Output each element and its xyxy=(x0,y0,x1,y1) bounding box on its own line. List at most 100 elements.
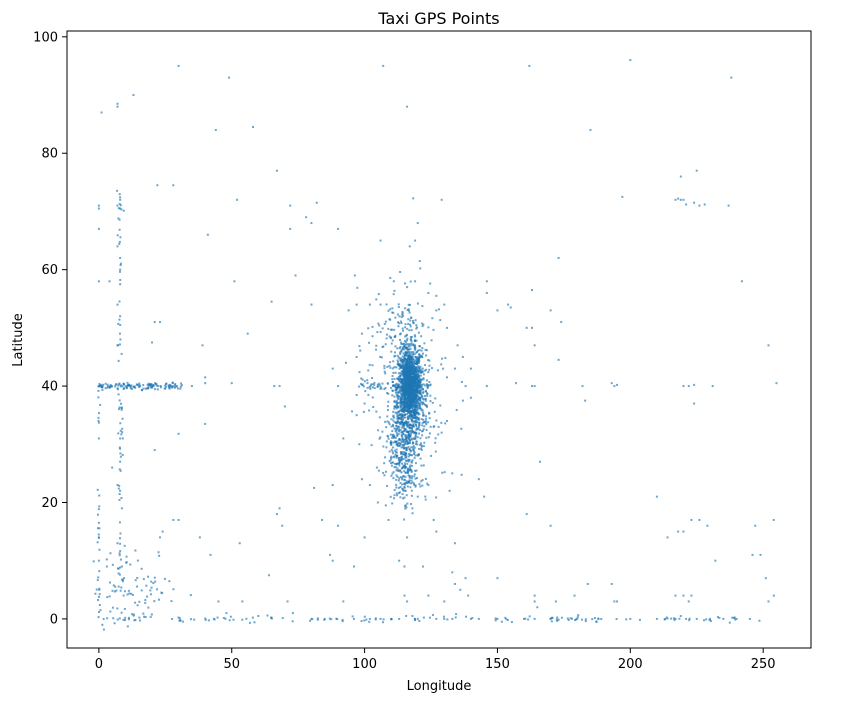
data-point xyxy=(391,436,394,439)
data-point xyxy=(410,404,413,407)
data-point xyxy=(591,618,594,621)
data-point xyxy=(396,395,399,398)
data-point xyxy=(533,344,536,347)
data-point xyxy=(393,289,396,292)
data-point xyxy=(109,552,112,555)
data-point xyxy=(418,619,421,622)
data-point xyxy=(368,341,371,344)
data-point xyxy=(581,618,583,621)
data-point xyxy=(389,433,392,436)
data-point xyxy=(400,409,403,412)
data-point xyxy=(170,600,173,603)
data-point xyxy=(412,351,415,353)
data-point xyxy=(386,405,389,408)
data-point xyxy=(390,455,393,458)
data-point xyxy=(405,397,408,400)
data-point xyxy=(410,406,413,409)
data-point xyxy=(405,394,408,397)
data-point xyxy=(123,607,126,610)
data-point xyxy=(365,618,368,621)
data-point xyxy=(118,343,121,346)
data-point xyxy=(407,438,410,441)
data-point xyxy=(414,436,417,439)
data-point xyxy=(142,612,145,615)
data-point xyxy=(161,592,164,595)
data-point xyxy=(408,399,411,402)
data-point xyxy=(96,579,99,582)
data-point xyxy=(407,436,410,439)
data-point xyxy=(405,420,408,423)
data-point xyxy=(734,618,737,621)
data-point xyxy=(138,600,141,603)
data-point xyxy=(421,421,424,424)
data-point xyxy=(373,383,376,386)
data-point xyxy=(410,449,413,452)
data-point xyxy=(352,565,355,568)
data-point xyxy=(406,374,409,377)
data-point xyxy=(405,494,408,497)
data-point xyxy=(410,446,413,449)
data-point xyxy=(397,397,400,400)
data-point xyxy=(389,276,392,279)
data-point xyxy=(395,462,398,465)
data-point xyxy=(531,289,533,292)
data-point xyxy=(125,384,128,387)
data-point xyxy=(408,352,411,355)
data-point xyxy=(377,469,380,472)
data-point xyxy=(416,617,419,620)
data-point xyxy=(402,382,405,384)
data-point xyxy=(158,554,161,557)
data-point xyxy=(401,385,404,388)
data-point xyxy=(402,475,405,478)
data-point xyxy=(395,474,398,477)
data-point xyxy=(409,384,412,387)
data-point xyxy=(413,347,416,350)
data-point xyxy=(403,430,406,433)
data-point xyxy=(204,422,207,425)
data-point xyxy=(97,421,100,424)
data-point xyxy=(150,586,153,589)
data-point xyxy=(120,611,123,614)
data-point xyxy=(414,419,417,422)
data-point xyxy=(403,377,406,380)
data-point xyxy=(337,227,340,230)
data-point xyxy=(385,303,388,306)
data-point xyxy=(410,350,413,353)
data-point xyxy=(101,389,104,392)
data-point xyxy=(401,483,404,486)
data-point xyxy=(400,348,403,351)
data-point xyxy=(428,359,431,362)
data-point xyxy=(408,245,411,248)
data-point xyxy=(549,524,552,527)
data-point xyxy=(392,423,395,426)
data-point xyxy=(98,548,101,551)
data-point xyxy=(417,413,420,416)
data-point xyxy=(118,270,121,273)
data-point xyxy=(405,333,408,336)
data-point xyxy=(414,401,417,404)
data-point xyxy=(394,411,397,414)
data-point xyxy=(395,478,398,481)
data-point xyxy=(414,435,417,438)
data-point xyxy=(448,489,451,492)
data-point xyxy=(406,105,409,108)
data-point xyxy=(281,524,284,527)
data-point xyxy=(395,492,398,495)
data-point xyxy=(728,621,731,624)
data-point xyxy=(428,364,431,367)
data-point xyxy=(408,406,411,409)
data-point xyxy=(698,518,701,521)
data-point xyxy=(469,617,472,620)
data-point xyxy=(151,384,154,387)
data-point xyxy=(411,360,414,363)
data-point xyxy=(427,371,430,374)
data-point xyxy=(408,413,411,416)
data-point xyxy=(409,438,412,441)
data-point xyxy=(409,429,412,432)
data-point xyxy=(396,401,399,404)
data-point xyxy=(121,385,124,388)
data-point xyxy=(378,416,381,419)
data-point xyxy=(412,430,415,433)
data-point xyxy=(409,378,412,381)
data-point xyxy=(410,335,413,338)
